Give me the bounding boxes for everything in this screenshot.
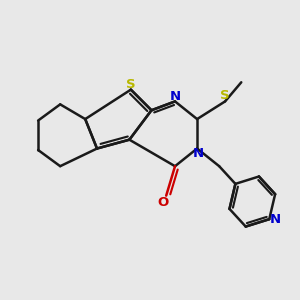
Text: O: O: [158, 196, 169, 208]
Text: N: N: [169, 90, 181, 103]
Text: S: S: [220, 89, 230, 102]
Text: N: N: [270, 213, 281, 226]
Text: N: N: [193, 147, 204, 160]
Text: S: S: [126, 78, 136, 91]
